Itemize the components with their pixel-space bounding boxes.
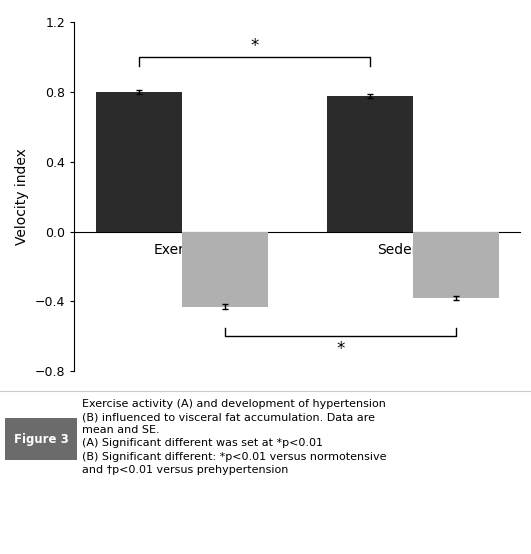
Text: Figure 3: Figure 3 bbox=[14, 433, 68, 445]
Text: *: * bbox=[336, 340, 345, 358]
Y-axis label: Velocity index: Velocity index bbox=[15, 148, 29, 245]
Bar bbox=[96, 92, 182, 232]
Bar bbox=[327, 96, 413, 232]
Text: Exercise activity (A) and development of hypertension
(B) influenced to visceral: Exercise activity (A) and development of… bbox=[82, 399, 387, 475]
Bar bbox=[182, 232, 268, 306]
FancyBboxPatch shape bbox=[5, 418, 77, 460]
Bar bbox=[413, 232, 499, 298]
Text: *: * bbox=[250, 37, 259, 55]
